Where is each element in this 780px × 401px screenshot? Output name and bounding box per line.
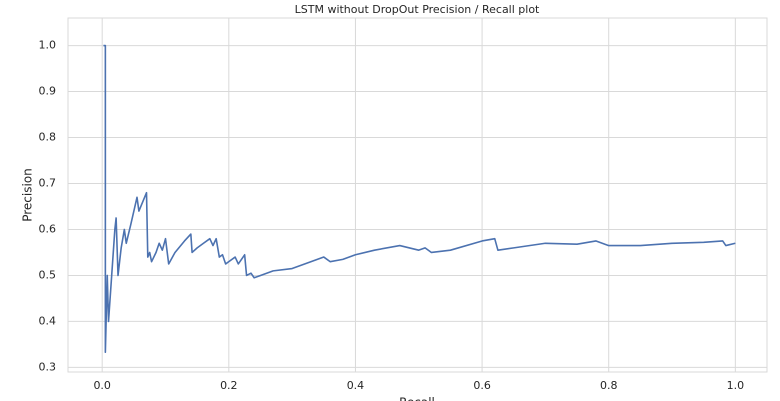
- x-tick-label: 0.4: [347, 379, 365, 392]
- data-line: [103, 44, 736, 354]
- x-tick-label: 1.0: [727, 379, 745, 392]
- y-tick-label: 0.3: [39, 360, 57, 373]
- y-tick-label: 1.0: [39, 39, 57, 52]
- y-tick-label: 0.7: [39, 177, 57, 190]
- y-axis-label: Precision: [21, 168, 35, 222]
- x-tick-label: 0.2: [220, 379, 238, 392]
- x-tick-label: 0.0: [93, 379, 111, 392]
- chart-title: LSTM without DropOut Precision / Recall …: [295, 3, 540, 16]
- x-tick-label: 0.6: [473, 379, 491, 392]
- y-tick-label: 0.6: [39, 222, 57, 235]
- x-tick-label: 0.8: [600, 379, 618, 392]
- y-tick-label: 0.9: [39, 85, 57, 98]
- y-tick-label: 0.4: [39, 314, 57, 327]
- y-tick-label: 0.5: [39, 268, 57, 281]
- y-tick-label: 0.8: [39, 131, 57, 144]
- plot-area: [67, 17, 768, 373]
- x-axis-label: Recall: [399, 396, 435, 401]
